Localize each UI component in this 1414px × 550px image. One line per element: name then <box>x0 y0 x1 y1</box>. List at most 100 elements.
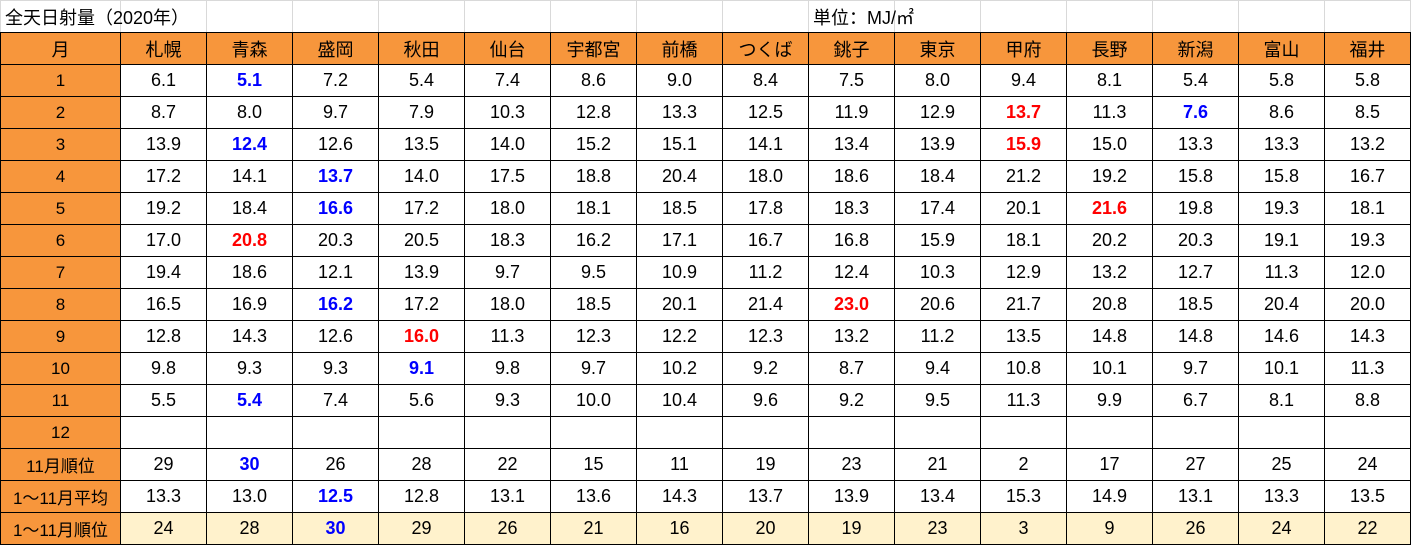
value-cell: 3 <box>980 512 1067 545</box>
value-cell: 2 <box>980 448 1067 481</box>
data-row: 12 <box>0 416 1411 449</box>
value-cell: 19.2 <box>120 192 207 225</box>
value-cell: 5.8 <box>1324 64 1411 97</box>
value-cell: 13.5 <box>980 320 1067 353</box>
value-cell: 24 <box>1238 512 1325 545</box>
empty-cell <box>1324 416 1411 449</box>
data-row: 11 5.5 5.4 7.4 5.6 9.3 10.0 10.4 9.6 9.2 9.5 11.3 9.… <box>0 384 1411 417</box>
value-cell: 13.2 <box>1066 256 1153 289</box>
value-cell: 15 <box>550 448 637 481</box>
value-cell: 28 <box>378 448 465 481</box>
value-cell: 18.5 <box>636 192 723 225</box>
value-cell: 13.2 <box>808 320 895 353</box>
value-cell: 10.4 <box>636 384 723 417</box>
value-cell: 6.1 <box>120 64 207 97</box>
value-cell: 15.2 <box>550 128 637 161</box>
value-cell: 10.1 <box>1066 352 1153 385</box>
value-cell: 13.3 <box>1238 480 1325 513</box>
value-cell: 22 <box>464 448 551 481</box>
column-header: つくば <box>722 32 809 65</box>
value-cell: 19.1 <box>1238 224 1325 257</box>
value-cell: 20.4 <box>1238 288 1325 321</box>
value-cell: 18.8 <box>550 160 637 193</box>
empty-cell <box>1066 416 1153 449</box>
value-cell: 13.1 <box>1152 480 1239 513</box>
value-cell: 20.3 <box>292 224 379 257</box>
value-cell: 26 <box>464 512 551 545</box>
empty-cell <box>206 416 293 449</box>
value-cell: 18.6 <box>808 160 895 193</box>
blank-cell <box>464 0 551 33</box>
row-label: 5 <box>0 192 121 225</box>
row-label: 2 <box>0 96 121 129</box>
value-cell: 30 <box>292 512 379 545</box>
value-cell: 13.9 <box>808 480 895 513</box>
column-header: 長野 <box>1066 32 1153 65</box>
value-cell: 13.3 <box>636 96 723 129</box>
value-cell: 14.1 <box>206 160 293 193</box>
value-cell: 19.2 <box>1066 160 1153 193</box>
empty-cell <box>120 416 207 449</box>
value-cell: 13.4 <box>894 480 981 513</box>
value-cell: 9.4 <box>894 352 981 385</box>
value-cell: 9.8 <box>120 352 207 385</box>
value-cell: 18.0 <box>464 192 551 225</box>
row-label: 4 <box>0 160 121 193</box>
column-header: 盛岡 <box>292 32 379 65</box>
column-header: 銚子 <box>808 32 895 65</box>
value-cell: 20.8 <box>1066 288 1153 321</box>
value-cell: 11.3 <box>1238 256 1325 289</box>
value-cell: 7.4 <box>292 384 379 417</box>
column-header: 新潟 <box>1152 32 1239 65</box>
blank-cell <box>1152 0 1239 33</box>
value-cell: 10.0 <box>550 384 637 417</box>
value-cell: 19 <box>722 448 809 481</box>
empty-cell <box>808 416 895 449</box>
value-cell: 15.3 <box>980 480 1067 513</box>
value-cell: 28 <box>206 512 293 545</box>
value-cell: 16.5 <box>120 288 207 321</box>
data-row: 1～11月平均 13.3 13.0 12.5 12.8 13.1 13.6 14.3 13.7 1… <box>0 480 1411 513</box>
value-cell: 16.6 <box>292 192 379 225</box>
value-cell: 9.9 <box>1066 384 1153 417</box>
empty-cell <box>636 416 723 449</box>
value-cell: 12.6 <box>292 128 379 161</box>
value-cell: 7.6 <box>1152 96 1239 129</box>
value-cell: 17.2 <box>378 192 465 225</box>
empty-cell <box>550 416 637 449</box>
value-cell: 14.1 <box>722 128 809 161</box>
value-cell: 19 <box>808 512 895 545</box>
value-cell: 23 <box>894 512 981 545</box>
value-cell: 13.7 <box>722 480 809 513</box>
value-cell: 13.7 <box>980 96 1067 129</box>
value-cell: 19.4 <box>120 256 207 289</box>
value-cell: 25 <box>1238 448 1325 481</box>
value-cell: 15.0 <box>1066 128 1153 161</box>
data-row: 8 16.5 16.9 16.2 17.2 18.0 18.5 20.1 21.4 23.0 20.… <box>0 288 1411 321</box>
value-cell: 24 <box>120 512 207 545</box>
value-cell: 23 <box>808 448 895 481</box>
empty-cell <box>1238 416 1325 449</box>
value-cell: 20 <box>722 512 809 545</box>
value-cell: 10.9 <box>636 256 723 289</box>
value-cell: 17 <box>1066 448 1153 481</box>
value-cell: 11.9 <box>808 96 895 129</box>
value-cell: 7.4 <box>464 64 551 97</box>
value-cell: 13.3 <box>1238 128 1325 161</box>
value-cell: 16.2 <box>550 224 637 257</box>
value-cell: 16.0 <box>378 320 465 353</box>
value-cell: 18.0 <box>464 288 551 321</box>
value-cell: 9.2 <box>722 352 809 385</box>
value-cell: 12.4 <box>206 128 293 161</box>
value-cell: 8.6 <box>550 64 637 97</box>
empty-cell <box>894 416 981 449</box>
value-cell: 11.3 <box>1324 352 1411 385</box>
value-cell: 12.8 <box>378 480 465 513</box>
value-cell: 13.0 <box>206 480 293 513</box>
value-cell: 9.5 <box>550 256 637 289</box>
value-cell: 7.2 <box>292 64 379 97</box>
value-cell: 9.2 <box>808 384 895 417</box>
value-cell: 20.0 <box>1324 288 1411 321</box>
blank-cell <box>550 0 637 33</box>
value-cell: 18.1 <box>980 224 1067 257</box>
